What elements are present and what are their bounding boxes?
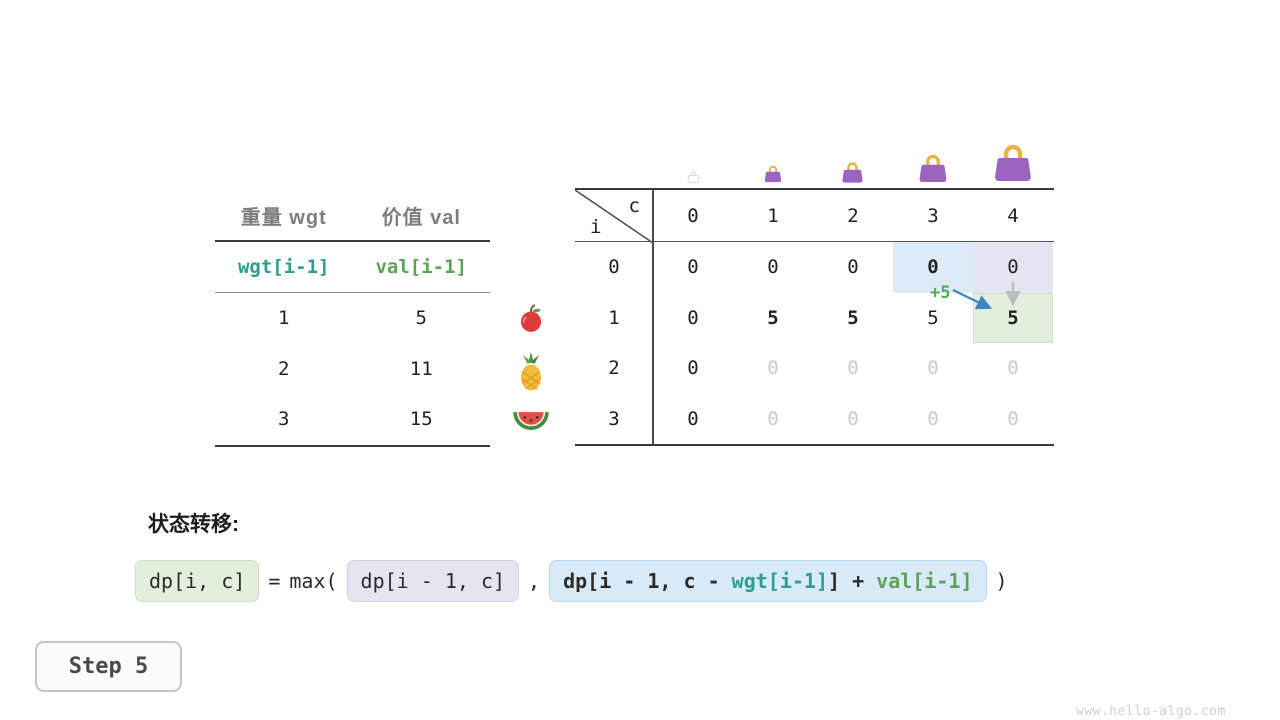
bag-capacity-1-icon xyxy=(762,164,784,184)
dp-cell-1-1: 5 xyxy=(767,306,779,329)
items-table-row-1: 1 5 xyxy=(215,293,490,344)
formula-equals: = xyxy=(268,569,281,593)
item-val: 11 xyxy=(409,357,433,380)
divider xyxy=(215,292,490,293)
bag-capacity-2-icon xyxy=(839,160,866,185)
watermelon-icon xyxy=(512,409,550,431)
dp-cell-2-2: 0 xyxy=(847,357,859,380)
formula-close-paren: ) xyxy=(995,569,1008,593)
bag-capacity-4-icon xyxy=(989,141,1037,185)
dp-axis-i-label: i xyxy=(590,216,602,238)
dp-col-header: 3 xyxy=(927,204,939,227)
formula-max-open: max( xyxy=(289,569,338,593)
pineapple-icon xyxy=(515,352,547,392)
dp-header-row: c i 0 1 2 3 4 xyxy=(575,188,1054,243)
dp-col-header: 4 xyxy=(1007,204,1019,227)
formula-arg2-pill: dp[i - 1, c - wgt[i-1]] + val[i-1] xyxy=(549,560,987,602)
dp-body: 0 0 0 0 0 0 1 0 5 5 5 5 2 0 0 0 0 0 xyxy=(575,242,1054,446)
dp-col-header: 2 xyxy=(847,204,859,227)
bag-capacity-3-icon xyxy=(915,152,951,185)
item-wgt: 2 xyxy=(278,357,290,380)
dp-col-header: 0 xyxy=(687,204,699,227)
bag-capacity-0-icon xyxy=(686,170,701,184)
dp-row-label: 1 xyxy=(608,306,620,329)
dp-row-label: 2 xyxy=(608,357,620,380)
item-wgt: 1 xyxy=(278,307,290,330)
dp-cell-2-0: 0 xyxy=(687,357,699,380)
dp-row-0: 0 0 0 0 0 0 xyxy=(575,242,1054,293)
wgt-var-label: wgt[i-1] xyxy=(237,256,330,278)
dp-row-label: 0 xyxy=(608,256,620,279)
transition-heading: 状态转移: xyxy=(148,513,239,536)
formula-comma: , xyxy=(528,569,541,593)
formula-arg2-prefix: dp[i - 1, c - xyxy=(563,569,732,593)
dp-cell-3-3: 0 xyxy=(927,407,939,430)
dp-row-label: 3 xyxy=(608,407,620,430)
dp-cell-2-4: 0 xyxy=(1007,357,1019,380)
dp-cell-1-4: 5 xyxy=(973,292,1053,343)
transition-formula: dp[i, c] = max( dp[i - 1, c] , dp[i - 1,… xyxy=(135,560,1008,602)
formula-lhs-pill: dp[i, c] xyxy=(135,560,260,602)
dp-cell-3-2: 0 xyxy=(847,407,859,430)
formula-arg2-mid: ] + xyxy=(828,569,877,593)
dp-cell-3-0: 0 xyxy=(687,407,699,430)
dp-table-vertical-divider xyxy=(652,188,654,445)
items-col-header-val: 价值 val xyxy=(381,206,461,229)
dp-cell-1-2: 5 xyxy=(847,306,859,329)
step-button[interactable]: Step 5 xyxy=(35,641,182,692)
dp-cell-0-0: 0 xyxy=(687,256,699,279)
dp-axis-c-label: c xyxy=(628,195,640,217)
dp-cell-2-1: 0 xyxy=(767,357,779,380)
dp-row-1: 1 0 5 5 5 5 xyxy=(575,292,1054,343)
items-table-row-2: 2 11 xyxy=(215,344,490,395)
dp-cell-0-1: 0 xyxy=(767,256,779,279)
items-table-header-row: 重量 wgt 价值 val xyxy=(215,190,490,240)
divider xyxy=(215,444,490,447)
dp-cell-1-0: 0 xyxy=(687,306,699,329)
dp-cell-3-4: 0 xyxy=(1007,407,1019,430)
dp-cell-0-2: 0 xyxy=(847,256,859,279)
dp-cell-0-3: 0 xyxy=(893,242,973,293)
items-table: 重量 wgt 价值 val wgt[i-1] val[i-1] 1 5 2 11… xyxy=(215,190,490,447)
plus-five-annotation: +5 xyxy=(930,283,951,303)
divider xyxy=(215,240,490,242)
item-val: 15 xyxy=(409,408,433,431)
dp-corner-cell: c i xyxy=(575,190,653,243)
watermark: www.hello-algo.com xyxy=(1076,704,1226,719)
formula-arg2-wgt: wgt[i-1] xyxy=(731,569,828,593)
items-col-header-wgt: 重量 wgt xyxy=(240,206,327,229)
formula-arg1-pill: dp[i - 1, c] xyxy=(346,560,520,602)
dp-cell-1-3: 5 xyxy=(927,306,939,329)
val-var-label: val[i-1] xyxy=(375,256,467,278)
dp-col-header: 1 xyxy=(767,204,779,227)
items-table-row-3: 3 15 xyxy=(215,394,490,445)
dp-table: c i 0 1 2 3 4 0 0 0 0 0 0 1 0 5 5 5 xyxy=(575,188,1054,446)
items-table-var-row: wgt[i-1] val[i-1] xyxy=(215,242,490,292)
dp-row-3: 3 0 0 0 0 0 xyxy=(575,394,1054,445)
item-val: 5 xyxy=(415,307,427,330)
formula-arg2-val: val[i-1] xyxy=(876,569,973,593)
dp-cell-2-3: 0 xyxy=(927,357,939,380)
item-wgt: 3 xyxy=(278,408,290,431)
dp-cell-3-1: 0 xyxy=(767,407,779,430)
dp-row-2: 2 0 0 0 0 0 xyxy=(575,343,1054,394)
apple-icon xyxy=(516,303,546,333)
dp-cell-0-4: 0 xyxy=(973,242,1053,293)
